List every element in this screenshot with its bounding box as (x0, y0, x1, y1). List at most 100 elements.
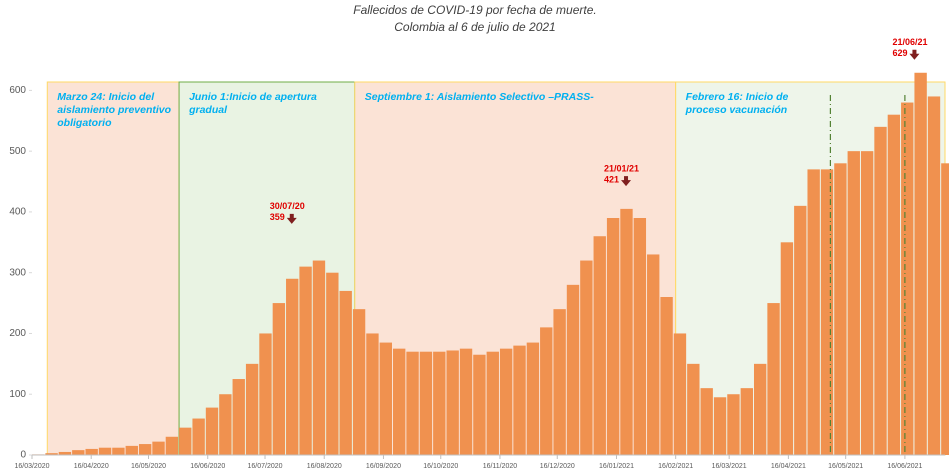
bar (245, 363, 259, 455)
x-tick-label: 16/03/2020 (14, 463, 49, 470)
bar (339, 290, 352, 455)
bar (125, 445, 138, 455)
y-tick-label: 0 (20, 450, 26, 461)
bar (192, 418, 205, 455)
x-tick-label: 16/04/2020 (74, 463, 109, 470)
bar (326, 272, 339, 455)
bar (941, 163, 949, 456)
bar (459, 348, 473, 455)
bar (232, 379, 245, 455)
bar (526, 342, 540, 455)
bar (780, 242, 794, 455)
y-tick-label: 100 (9, 389, 26, 400)
x-tick-label: 16/11/2020 (483, 463, 518, 470)
bar (687, 363, 700, 455)
bar (713, 397, 727, 455)
x-tick-label: 16/01/2021 (599, 463, 634, 470)
bar (406, 351, 419, 455)
x-tick-label: 16/05/2020 (131, 463, 166, 470)
bar (820, 169, 834, 455)
bar (205, 407, 219, 455)
bar (540, 327, 553, 455)
bar (433, 351, 446, 455)
bar (740, 388, 753, 455)
bar (647, 254, 660, 455)
annotation-arrow (909, 49, 920, 60)
bar (847, 151, 860, 455)
annotation-date: 21/01/21 (604, 164, 639, 174)
annotation-arrow (621, 176, 632, 187)
bar (486, 351, 499, 455)
annotation-date: 21/06/21 (892, 37, 927, 47)
bar (446, 350, 459, 455)
phase-label: Junio 1:Inicio de apertura gradual (189, 91, 317, 116)
bar (927, 96, 941, 455)
y-tick-label: 300 (9, 267, 26, 278)
bar (259, 333, 272, 455)
bar (219, 394, 232, 455)
bar (580, 260, 593, 455)
bar (660, 297, 673, 455)
bar (286, 278, 299, 455)
chart-title: Fallecidos de COVID-19 por fecha de muer… (353, 3, 596, 17)
x-tick-label: 16/03/2021 (712, 463, 747, 470)
bar (566, 284, 580, 455)
x-tick-label: 16/12/2020 (540, 463, 575, 470)
x-tick-label: 16/06/2020 (190, 463, 225, 470)
annotation-arrow (286, 213, 297, 224)
bar (513, 345, 526, 455)
bar (860, 151, 874, 455)
x-tick-label: 16/05/2021 (828, 463, 863, 470)
x-tick-label: 16/10/2020 (423, 463, 458, 470)
y-tick-label: 200 (9, 328, 26, 339)
phase-label: Febrero 16: Inicio de proceso vacunación (685, 91, 789, 116)
bar (807, 169, 820, 455)
bar (834, 163, 847, 456)
bar (98, 447, 112, 455)
annotation-value: 359 (270, 212, 285, 222)
bar (152, 441, 165, 455)
bar (767, 303, 780, 455)
phase-label: Septiembre 1: Aislamiento Selectivo –PRA… (364, 91, 594, 103)
bar (112, 447, 125, 455)
bar (914, 72, 927, 455)
y-tick-label: 400 (9, 207, 26, 218)
bar (606, 218, 620, 455)
bar (179, 427, 192, 455)
bar (794, 205, 807, 455)
annotation-date: 30/07/20 (270, 201, 305, 211)
y-tick-label: 600 (9, 85, 26, 96)
x-tick-label: 16/06/2021 (887, 463, 922, 470)
bar (392, 348, 406, 455)
annotation-value: 421 (604, 175, 619, 185)
chart-subtitle: Colombia al 6 de julio de 2021 (394, 20, 555, 34)
annotation-value: 629 (892, 48, 907, 58)
x-tick-label: 16/02/2021 (658, 463, 693, 470)
bar (887, 114, 901, 455)
bar (673, 333, 687, 455)
bar (165, 436, 179, 455)
bar (553, 309, 566, 455)
bar (593, 236, 606, 455)
bar (366, 333, 379, 455)
phase-label: Marzo 24: Inicio del aislamiento prevent… (57, 91, 172, 129)
bar (419, 351, 433, 455)
bar (138, 444, 152, 455)
bar (85, 448, 98, 455)
bar (72, 450, 85, 455)
bar (499, 348, 513, 455)
bar (473, 354, 486, 455)
x-tick-label: 16/07/2020 (248, 463, 283, 470)
phase-region (46, 81, 180, 456)
bar (352, 309, 366, 455)
bar (901, 102, 914, 456)
bar (727, 394, 740, 455)
bar (620, 208, 633, 455)
bar (299, 266, 312, 455)
bar (753, 363, 767, 455)
bar (700, 388, 713, 455)
bar (312, 260, 326, 455)
y-tick-label: 500 (9, 146, 26, 157)
x-tick-label: 16/09/2020 (366, 463, 401, 470)
